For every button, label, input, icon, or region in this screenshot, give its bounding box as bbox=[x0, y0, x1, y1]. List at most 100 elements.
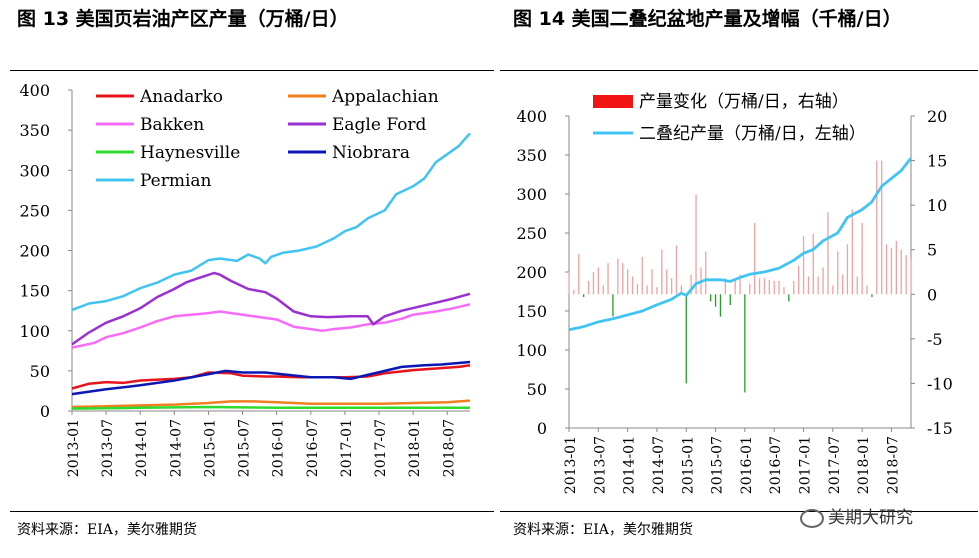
legend-label-bars: 产量变化（万桶/日，右轴） bbox=[639, 92, 849, 112]
x-tick-label: 2015-07 bbox=[237, 419, 253, 477]
bar bbox=[705, 251, 707, 295]
y-right-tick-label: -5 bbox=[927, 330, 943, 349]
x-tick-label: 2013-01 bbox=[563, 436, 579, 494]
x-tick-label: 2018-01 bbox=[856, 436, 872, 494]
chart-14: 0 50 100 150 200 250 300 350 400 -15 -10 -5 0 5 10 15 20… bbox=[516, 92, 952, 494]
bar bbox=[851, 209, 853, 295]
y-tick-label: 400 bbox=[19, 81, 50, 100]
bar bbox=[846, 244, 849, 295]
bar bbox=[881, 160, 883, 295]
x-tick-label: 2016-01 bbox=[739, 436, 755, 494]
bar bbox=[734, 280, 736, 295]
x-tick-label: 2014-01 bbox=[622, 436, 638, 494]
divider-bottom-right bbox=[500, 511, 978, 512]
bar bbox=[680, 285, 682, 295]
legend-label: Bakken bbox=[140, 115, 204, 135]
x-tick-label: 2014-07 bbox=[168, 419, 184, 477]
x-tick-label: 2018-07 bbox=[885, 436, 901, 494]
series-permian bbox=[71, 132, 471, 312]
y-tick-label: 300 bbox=[19, 161, 50, 180]
bar bbox=[744, 294, 746, 393]
bar bbox=[607, 263, 609, 295]
y-left-tick-label: 50 bbox=[527, 380, 547, 399]
bar bbox=[827, 212, 829, 295]
watermark: 美期大研究 bbox=[800, 503, 913, 528]
figure-13-title: 图 13 美国页岩油产区产量（万桶/日） bbox=[17, 8, 349, 30]
bar bbox=[622, 263, 624, 295]
bar bbox=[812, 233, 814, 295]
bar bbox=[651, 269, 653, 295]
bar bbox=[817, 276, 819, 295]
y-tick-label: 150 bbox=[19, 282, 50, 301]
bar bbox=[671, 278, 673, 295]
bar bbox=[729, 294, 731, 305]
bar bbox=[661, 249, 663, 295]
x-tick-label: 2015-01 bbox=[202, 419, 218, 477]
x-tick-label: 2013-01 bbox=[66, 419, 82, 477]
watermark-text: 美期大研究 bbox=[828, 508, 913, 528]
bar bbox=[885, 244, 888, 295]
y-left-tick-label: 100 bbox=[516, 341, 547, 360]
bar bbox=[861, 223, 863, 295]
series-eagle-ford bbox=[71, 271, 471, 346]
bar bbox=[910, 258, 912, 295]
y-left-tick-label: 150 bbox=[516, 302, 547, 321]
y-left-tick-label: 400 bbox=[516, 107, 547, 126]
x-tick-label: 2017-01 bbox=[798, 436, 814, 494]
divider-top-left bbox=[10, 70, 494, 71]
bar bbox=[587, 280, 590, 295]
x-tick-label: 2016-07 bbox=[305, 419, 321, 477]
x-tick-label: 2015-07 bbox=[710, 436, 726, 494]
legend-label: Haynesville bbox=[140, 143, 240, 163]
bar bbox=[754, 223, 756, 295]
y-left-tick-label: 200 bbox=[516, 263, 547, 282]
bar bbox=[876, 160, 878, 295]
bar bbox=[631, 276, 634, 295]
y-right-tick-label: 10 bbox=[927, 196, 947, 215]
bar bbox=[802, 236, 805, 295]
y-tick-label: 100 bbox=[19, 322, 50, 341]
bar bbox=[842, 274, 844, 295]
y-right-tick-label: -15 bbox=[927, 419, 953, 438]
y-right-tick-label: 15 bbox=[927, 152, 947, 171]
bar bbox=[837, 251, 839, 295]
bar bbox=[617, 258, 619, 295]
legend-label: Niobrara bbox=[332, 143, 410, 163]
divider-bottom-left bbox=[10, 511, 494, 512]
y-left-tick-label: 350 bbox=[516, 146, 547, 165]
bar bbox=[822, 267, 824, 295]
y-left-tick-label: 0 bbox=[537, 419, 547, 438]
bar bbox=[675, 245, 678, 295]
bar bbox=[719, 294, 722, 317]
y-tick-label: 50 bbox=[30, 362, 50, 381]
bar bbox=[758, 278, 761, 295]
y-right-tick-label: 20 bbox=[927, 107, 947, 126]
bar bbox=[749, 283, 751, 295]
bar bbox=[641, 256, 643, 295]
bar bbox=[807, 276, 810, 295]
divider-top-right bbox=[500, 70, 978, 71]
bar bbox=[739, 274, 741, 295]
x-tick-label: 2013-07 bbox=[100, 419, 116, 477]
bar bbox=[900, 249, 902, 295]
bar bbox=[627, 269, 629, 295]
bar bbox=[578, 254, 580, 295]
x-tick-label: 2017-07 bbox=[373, 419, 389, 477]
x-tick-label: 2018-01 bbox=[407, 419, 423, 477]
bar bbox=[768, 280, 770, 295]
bar bbox=[783, 287, 785, 295]
bar bbox=[714, 294, 717, 307]
series-haynesville bbox=[71, 405, 470, 410]
legend-label: Permian bbox=[140, 171, 212, 191]
x-tick-label: 2014-07 bbox=[651, 436, 667, 494]
bar bbox=[685, 294, 687, 384]
y-left-tick-label: 300 bbox=[516, 185, 547, 204]
bar bbox=[773, 280, 775, 295]
y-right-tick-label: 5 bbox=[927, 241, 937, 260]
series-bakken bbox=[71, 303, 471, 349]
figure-13-source: 资料来源：EIA，美尔雅期货 bbox=[17, 522, 197, 538]
bar bbox=[798, 265, 800, 295]
series-permian-production bbox=[568, 157, 913, 332]
bar bbox=[597, 267, 599, 295]
bar bbox=[793, 280, 795, 295]
